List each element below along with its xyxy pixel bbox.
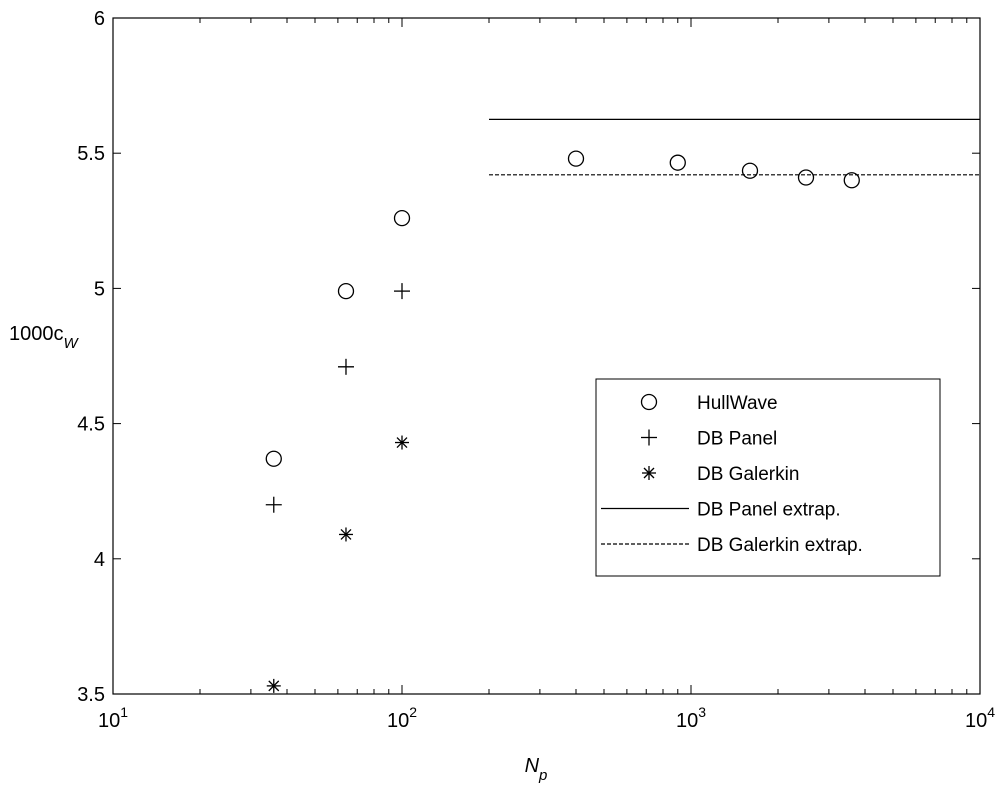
y-tick-label: 4.5 [77,414,105,436]
plot-frame [112,17,981,695]
legend-label: DB Panel extrap. [697,500,841,521]
legend: HullWave DB Panel DB Galerkin DB Panel extr… [595,378,941,577]
data-point [266,678,281,693]
x-tick-label: 102 [387,704,417,732]
legend-item: DB Panel extrap. [601,500,841,521]
data-point [265,450,282,467]
series-hullwave [265,150,860,467]
legend-item: DB Panel [641,429,777,450]
series-db-panel [265,283,410,513]
y-tick-label: 4 [94,549,105,571]
data-point [393,209,411,227]
data-point [394,283,410,300]
data-point [669,154,686,171]
y-axis-label-sub: W [64,335,80,352]
y-axis-label: 1000cW [9,323,80,352]
data-point [741,162,759,179]
x-tick-label: 103 [676,704,706,732]
legend-marker [641,429,657,446]
legend-label: HullWave [697,393,778,414]
y-axis-label-main: 1000c [9,323,64,345]
x-axis-label: Np [525,755,548,784]
legend-label: DB Panel [697,429,777,450]
legend-label: DB Galerkin [697,464,799,485]
legend-marker [642,466,656,480]
plot-area [113,18,980,694]
legend-item: DB Galerkin extrap. [601,535,863,556]
legend-marker [640,393,658,411]
data-point [265,496,282,513]
x-tick-label: 104 [965,704,995,732]
x-axis-label-sub: p [538,767,547,784]
data-point [843,172,860,189]
data-point [395,435,409,450]
series-layer [265,118,980,693]
y-tick-label: 3.5 [77,684,105,706]
data-point [338,527,353,542]
legend-item: HullWave [640,393,778,414]
y-tick-label: 5.5 [77,143,105,165]
series-db-galerkin [266,435,409,693]
data-point [337,282,355,300]
legend-label: DB Galerkin extrap. [697,535,863,556]
data-point [567,150,585,167]
x-axis-label-main: N [525,755,540,777]
y-tick-label: 5 [94,278,105,300]
axis-tick-labels: 3.5 4 4.5 5 5.5 6 101 102 103 104 [77,8,995,732]
data-point [337,358,354,375]
data-point [797,169,815,186]
y-tick-label: 6 [94,8,105,30]
legend-item: DB Galerkin [642,464,799,485]
x-tick-label: 101 [98,704,128,732]
